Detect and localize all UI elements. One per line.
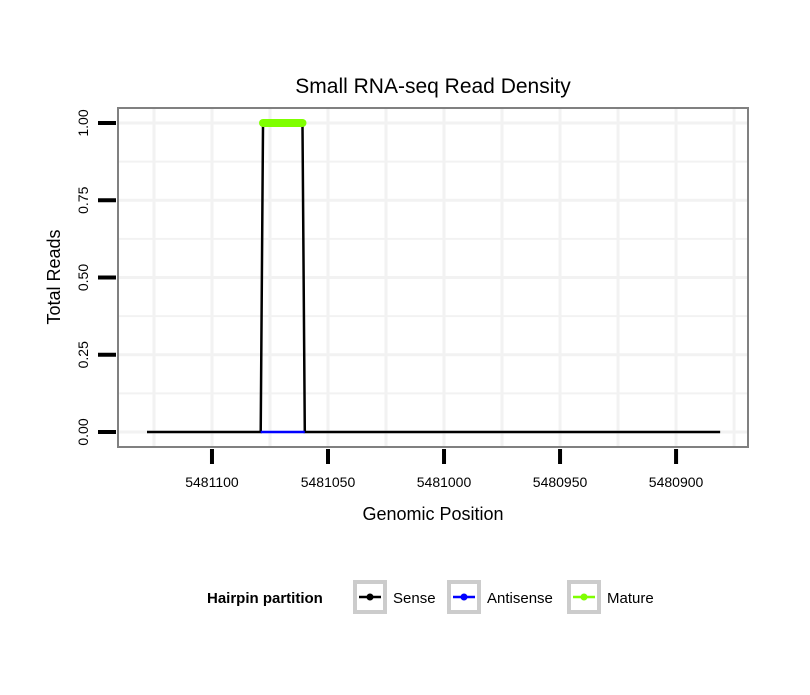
legend-title: Hairpin partition	[207, 590, 323, 607]
x-tick-label: 5481000	[417, 474, 472, 490]
y-tick-label: 0.00	[75, 418, 91, 445]
legend-item-antisense: Antisense	[447, 580, 553, 614]
y-tick-label: 1.00	[75, 109, 91, 136]
y-axis-label: Total Reads	[44, 229, 64, 324]
legend-item-sense: Sense	[353, 580, 436, 614]
x-tick-label: 5481100	[185, 474, 239, 490]
legend-key-point	[580, 593, 588, 601]
y-tick-label: 0.50	[75, 264, 91, 291]
x-tick-label: 5480950	[533, 474, 588, 490]
legend-label: Antisense	[487, 590, 553, 607]
x-tick-label: 5480900	[649, 474, 704, 490]
legend-key-point	[366, 593, 374, 601]
chart-title: Small RNA-seq Read Density	[295, 75, 571, 98]
y-tick-label: 0.25	[75, 341, 91, 368]
x-tick-label: 5481050	[301, 474, 356, 490]
legend-label: Mature	[607, 590, 654, 607]
legend-item-mature: Mature	[567, 580, 654, 614]
y-tick-label: 0.75	[75, 186, 91, 213]
legend-key-point	[460, 593, 468, 601]
x-axis-label: Genomic Position	[362, 504, 503, 524]
legend-label: Sense	[393, 590, 436, 607]
plot-panel-border	[117, 107, 749, 448]
